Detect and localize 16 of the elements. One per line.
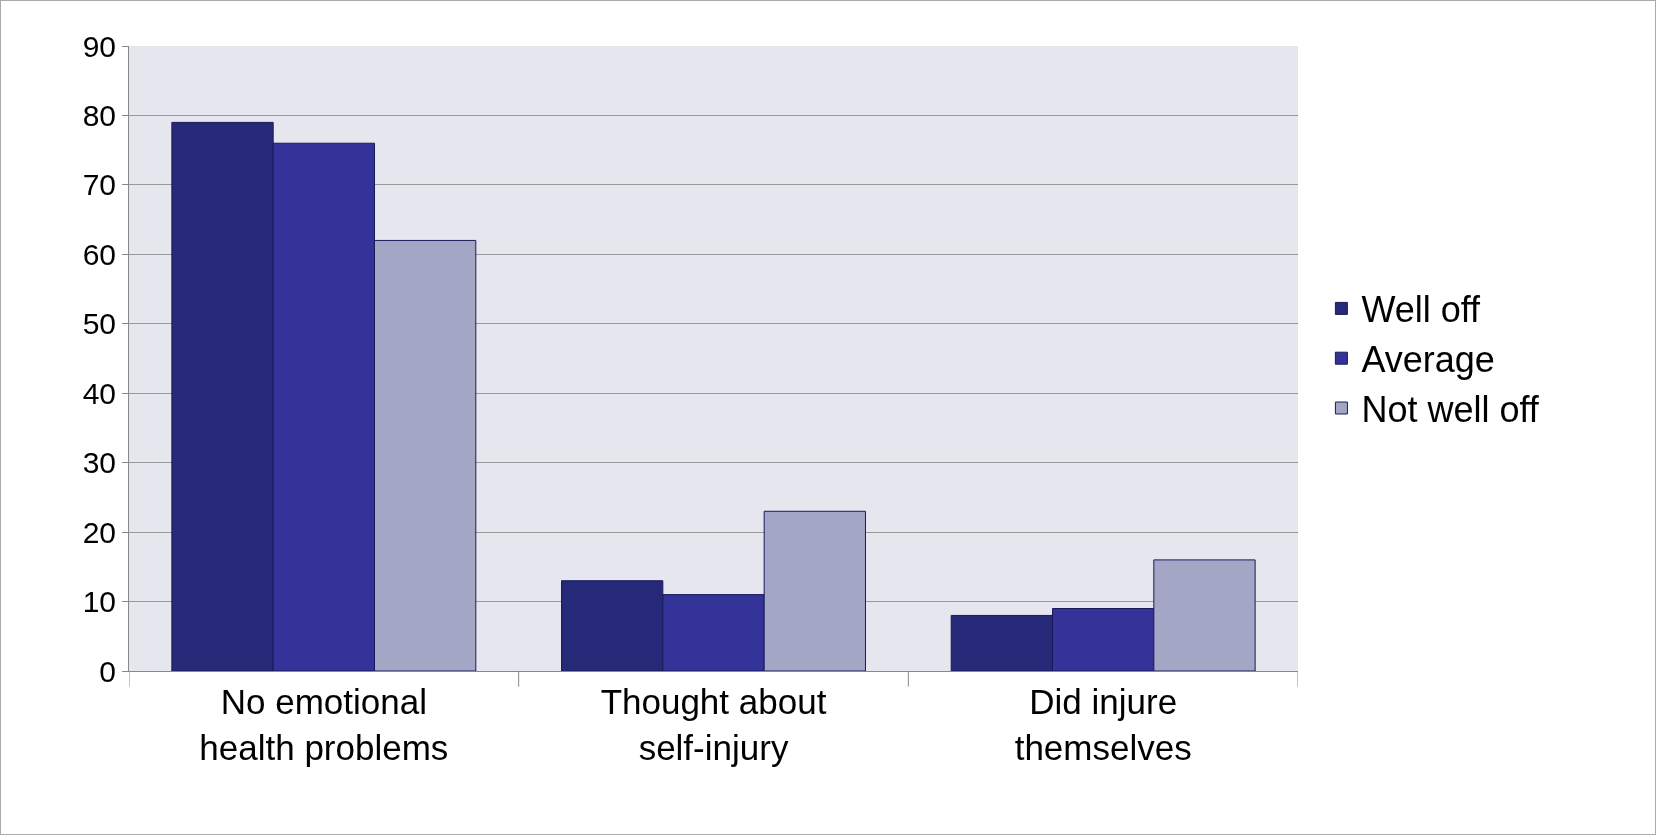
x-tick-label: Thought about self-injury [600, 682, 827, 767]
x-tick-label: Did injure themselves [1014, 682, 1192, 767]
y-tick-label: 90 [82, 29, 116, 63]
x-tick-label: No emotional health problems [199, 682, 449, 767]
y-tick-label: 10 [82, 585, 116, 619]
y-tick-label: 60 [82, 237, 116, 271]
y-tick-label: 20 [82, 515, 116, 549]
legend-label: Not well off [1361, 389, 1540, 431]
y-tick-label: 50 [82, 307, 116, 341]
y-tick-label: 0 [99, 654, 116, 688]
y-tick-label: 40 [82, 376, 116, 410]
legend-label: Well off [1361, 289, 1482, 331]
y-tick-label: 30 [82, 446, 116, 480]
y-tick-label: 80 [82, 98, 116, 132]
legend-label: Average [1361, 339, 1495, 381]
y-tick-label: 70 [82, 168, 116, 202]
